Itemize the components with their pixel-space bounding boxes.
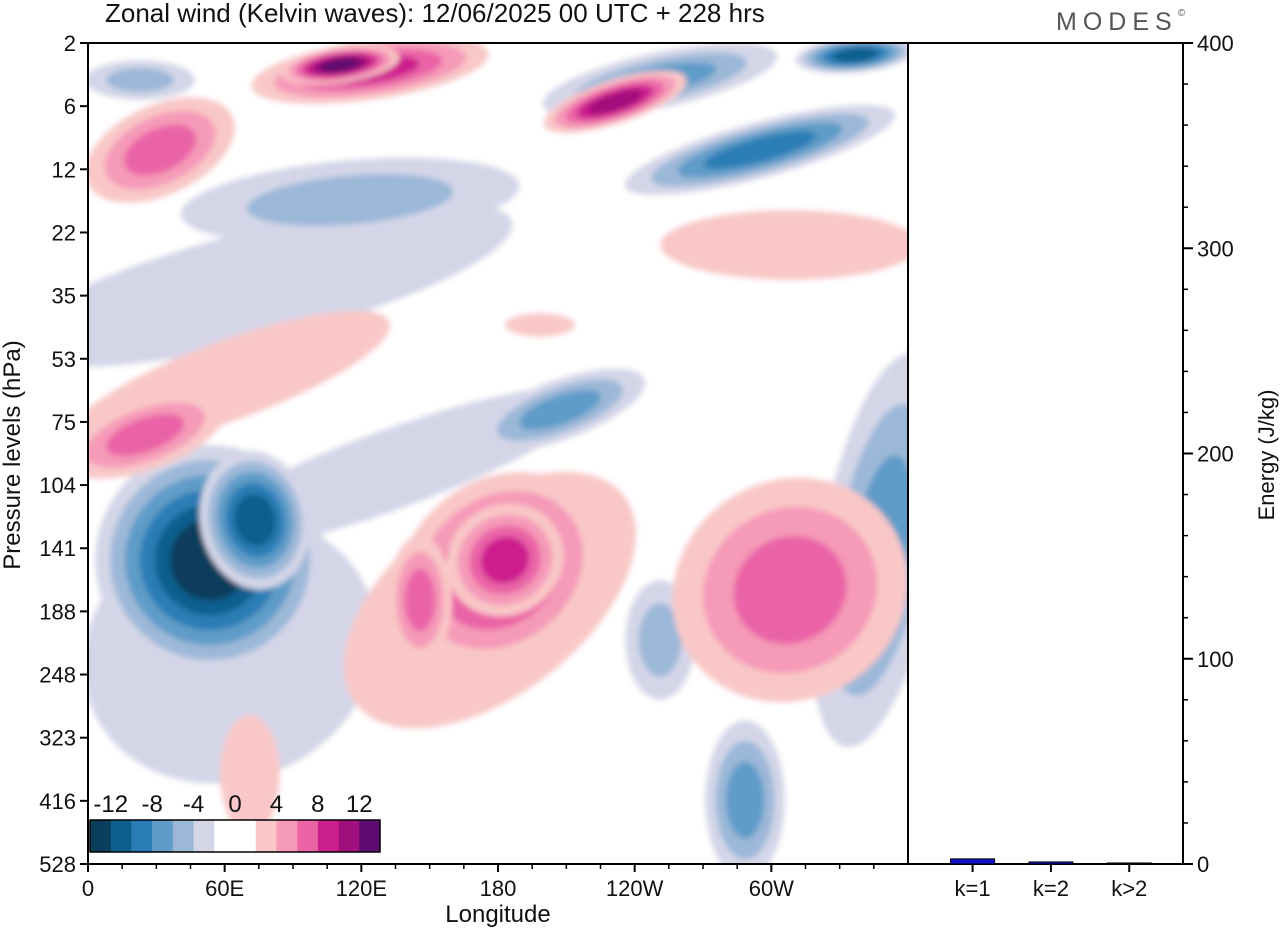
energy-tick-label: 400	[1197, 31, 1234, 56]
pos-bottom-level-1	[220, 715, 280, 835]
energy-bar	[1106, 862, 1152, 865]
brand-logo: MODES©	[1056, 8, 1185, 37]
colorbar-swatch	[172, 820, 194, 852]
y-tick-label: 75	[52, 410, 76, 435]
x-tick-label: 0	[82, 876, 94, 901]
pos-east-level-3	[733, 535, 847, 645]
energy-axis-label: Energy (J/kg)	[1254, 390, 1279, 521]
x-tick-label: 180	[480, 876, 517, 901]
neg-top-corner-level-5	[832, 47, 878, 63]
neg-bottom-level-3	[725, 761, 765, 839]
y-tick-label: 141	[39, 536, 76, 561]
x-axis-label: Longitude	[445, 901, 550, 928]
neg-tongue-53hpa-level-3	[519, 389, 601, 431]
y-tick-label: 416	[39, 789, 76, 814]
chart-title: Zonal wind (Kelvin waves): 12/06/2025 00…	[105, 0, 765, 28]
y-tick-label: 248	[39, 663, 76, 688]
colorbar-swatch	[110, 820, 132, 852]
y-tick-label: 104	[39, 473, 76, 498]
energy-bar	[950, 858, 996, 865]
energy-category-label: k=1	[955, 876, 991, 901]
energy-category-label: k=2	[1033, 876, 1069, 901]
colorbar-swatch	[214, 820, 236, 852]
colorbar-swatch	[338, 820, 360, 852]
x-tick-label: 120E	[336, 876, 387, 901]
colorbar-label: -12	[93, 791, 128, 818]
pos-22hpa-east-level-1	[660, 210, 908, 280]
colorbar-label: -8	[141, 791, 162, 818]
energy-bars: 0 100 200 300 400 k=1 k=2 k>2	[907, 31, 1234, 901]
colorbar-swatch	[152, 820, 174, 852]
colorbar-frame	[89, 819, 381, 853]
colorbar-swatch	[255, 820, 277, 852]
colorbar-swatch	[276, 820, 298, 852]
pos-band-core-level-3	[106, 413, 184, 457]
contour-field	[88, 43, 908, 864]
pos-top-core-level-6	[319, 58, 361, 72]
colorbar-swatch	[317, 820, 339, 852]
colorbar-label: 12	[346, 791, 373, 818]
y-tick-label: 35	[52, 284, 76, 309]
y-tick-label: 12	[52, 157, 76, 182]
y-tick-label: 6	[64, 94, 76, 119]
brand-mark: ©	[1177, 8, 1186, 19]
y-tick-label: 188	[39, 599, 76, 624]
colorbar-label: 8	[311, 791, 324, 818]
neg-mid-east-level-2	[638, 603, 682, 677]
pos-small-35hpa-level-1	[505, 313, 575, 337]
brand-name: MODES	[1056, 8, 1178, 36]
x-tick-label: 120W	[606, 876, 664, 901]
y-axis-label: Pressure levels (hPa)	[0, 340, 26, 569]
pos-main-core-level-4	[480, 536, 530, 584]
y-tick-label: 323	[39, 726, 76, 751]
energy-tick-label: 300	[1197, 236, 1234, 261]
colorbar-swatch	[193, 820, 215, 852]
energy-frame	[907, 42, 1184, 865]
neg-main-core-level-5	[234, 493, 276, 547]
colorbar-swatch	[131, 820, 153, 852]
energy-tick-label: 100	[1197, 647, 1234, 672]
energy-tick-label: 200	[1197, 442, 1234, 467]
neg-band-12hpa-level-2	[246, 174, 454, 226]
pos-top-east-level-5	[588, 90, 642, 114]
neg-top-west-level-2	[106, 67, 174, 93]
neg-upper-east-level-4	[703, 131, 817, 169]
colorbar-swatch	[359, 820, 381, 852]
pos-upper-west-level-3	[124, 124, 196, 176]
x-tick-label: 60E	[205, 876, 244, 901]
colorbar-label: 4	[270, 791, 283, 818]
energy-bar	[1028, 861, 1074, 865]
y-tick-label: 528	[39, 852, 76, 877]
energy-tick-label: 0	[1197, 852, 1209, 877]
y-tick-label: 22	[52, 220, 76, 245]
neg-band-upper-level-1	[88, 202, 513, 368]
y-tick-label: 53	[52, 347, 76, 372]
colorbar-label: 0	[228, 791, 241, 818]
pos-west-arm-level-3	[404, 568, 436, 632]
colorbar-swatch	[297, 820, 319, 852]
colorbar: -12 -8 -4 0 4 8 12	[89, 791, 381, 853]
colorbar-swatch	[90, 820, 112, 852]
x-tick-label: 60W	[749, 876, 794, 901]
y-tick-label: 2	[64, 31, 76, 56]
colorbar-swatch	[235, 820, 257, 852]
energy-category-label: k>2	[1111, 876, 1147, 901]
colorbar-label: -4	[183, 791, 204, 818]
